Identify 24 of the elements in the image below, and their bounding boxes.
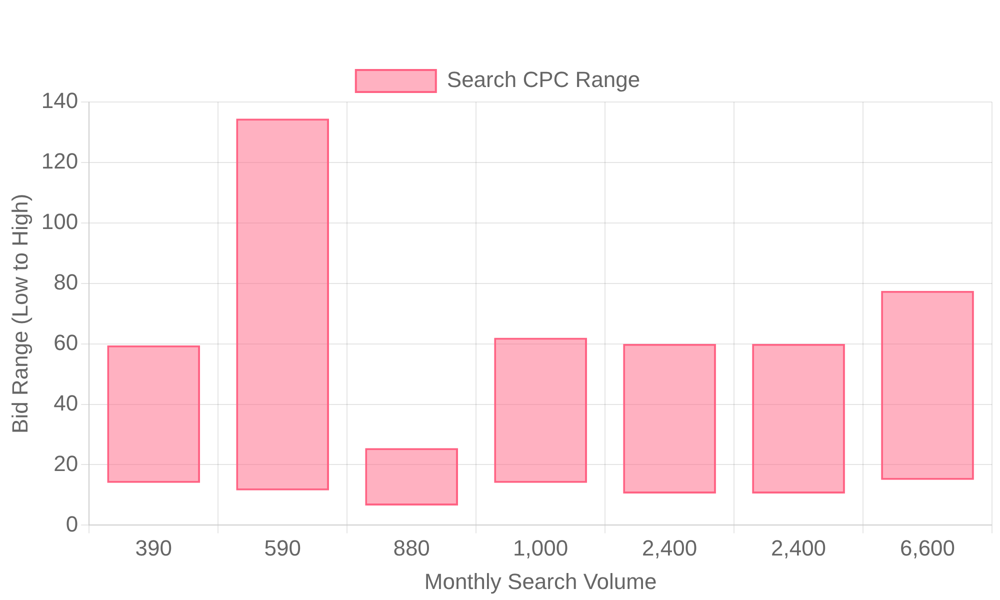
x-axis-title: Monthly Search Volume (424, 568, 657, 594)
y-tick-label: 0 (66, 511, 78, 536)
y-tick-label: 120 (41, 148, 78, 174)
y-tick-label: 100 (41, 208, 78, 234)
x-tick-label: 2,400 (642, 535, 698, 560)
y-tick-label: 80 (54, 269, 78, 294)
bar (107, 345, 200, 483)
legend-label: Search CPC Range (446, 67, 640, 92)
y-tick-label: 40 (54, 390, 78, 416)
x-tick-label: 2,400 (770, 535, 826, 560)
y-tick-label: 20 (54, 450, 78, 476)
y-axis-title: Bid Range (Low to High) (7, 194, 32, 434)
x-tick-label: 1,000 (513, 535, 568, 560)
bar (494, 338, 587, 483)
y-tick-label: 140 (41, 88, 78, 114)
x-tick-label: 6,600 (900, 535, 956, 560)
bar (365, 448, 458, 506)
bar (881, 290, 974, 480)
x-tick-label: 590 (264, 535, 301, 560)
y-tick-label: 60 (54, 330, 78, 355)
x-tick-label: 880 (393, 535, 430, 560)
bar (623, 344, 716, 494)
bar (752, 344, 845, 494)
x-tick-label: 390 (135, 535, 172, 560)
